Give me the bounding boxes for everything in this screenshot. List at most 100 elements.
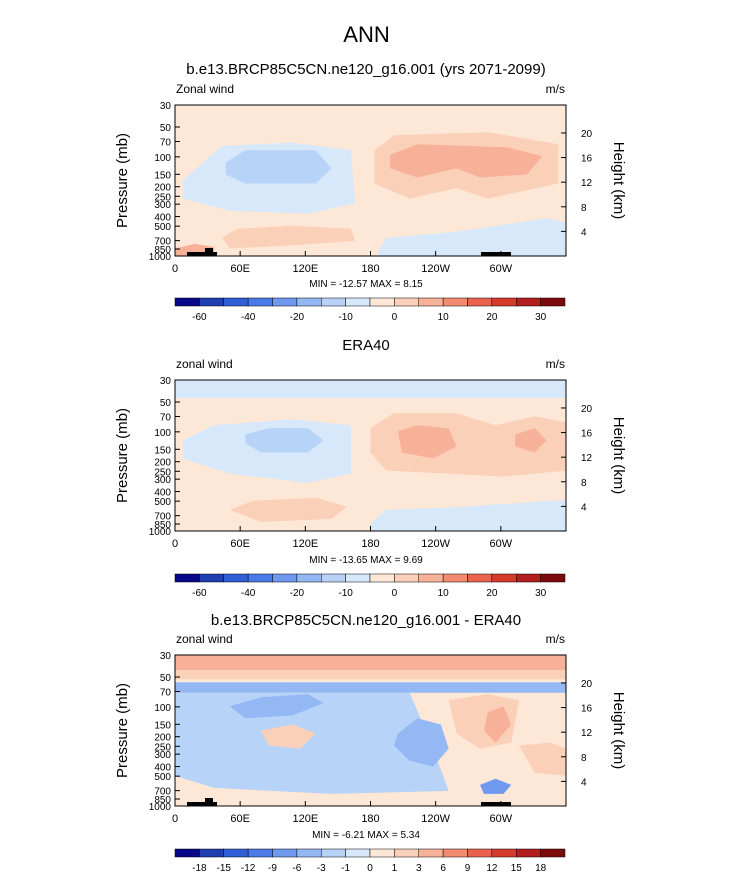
y-tick-label: 400 — [154, 488, 171, 499]
colorbar-label: -6 — [292, 863, 301, 872]
contour-region — [515, 428, 547, 453]
topography-mark — [481, 252, 511, 256]
panel-title: b.e13.BRCP85C5CN.ne120_g16.001 (yrs 2071… — [186, 61, 545, 78]
y-tick-label: 400 — [154, 763, 171, 774]
y-tick-label: 1000 — [149, 527, 172, 538]
y-tick-label: 850 — [154, 795, 171, 806]
colorbar-swatch — [540, 297, 566, 307]
y2-tick-label: 4 — [581, 227, 587, 238]
colorbar-label: -12 — [241, 863, 256, 872]
contour-region — [175, 655, 566, 671]
colorbar-swatch — [296, 297, 322, 307]
colorbar-label: -40 — [241, 312, 256, 323]
topography-mark — [205, 248, 213, 253]
units-label: m/s — [546, 632, 565, 646]
colorbar-label: -60 — [192, 588, 207, 599]
colorbar-swatch — [199, 297, 224, 307]
contour-region — [175, 670, 566, 680]
colorbar-swatch — [174, 848, 200, 858]
y-tick-label: 700 — [154, 237, 171, 248]
y-tick-label: 1000 — [149, 252, 172, 263]
colorbar-label: -9 — [268, 863, 277, 872]
y2-tick-label: 16 — [581, 429, 593, 440]
y-tick-label: 500 — [154, 222, 171, 233]
x-tick-label: 60W — [490, 538, 513, 550]
x-tick-label: 60W — [490, 263, 513, 275]
topography-mark — [187, 252, 217, 256]
x-tick-label: 60E — [230, 813, 250, 825]
y2-tick-label: 20 — [581, 679, 593, 690]
y-tick-label: 100 — [154, 428, 171, 439]
y2-tick-label: 4 — [581, 502, 587, 513]
colorbar-swatch — [394, 297, 419, 307]
colorbar-label: 20 — [486, 312, 498, 323]
colorbar-swatch — [223, 297, 249, 307]
x-tick-label: 0 — [172, 538, 178, 550]
x-tick-label: 0 — [172, 263, 178, 275]
colorbar-swatch — [296, 573, 322, 583]
colorbar-swatch — [247, 297, 273, 307]
units-label: m/s — [546, 357, 565, 371]
colorbar-swatch — [418, 573, 444, 583]
y-tick-label: 300 — [154, 750, 171, 761]
y-tick-label: 150 — [154, 445, 171, 456]
colorbar-swatch — [321, 573, 346, 583]
colorbar-swatch — [369, 848, 395, 858]
y2-axis-title: Height (km) — [610, 417, 627, 495]
y-tick-label: 700 — [154, 512, 171, 523]
colorbar-label: -20 — [290, 312, 305, 323]
colorbar-swatch — [394, 573, 419, 583]
topography-mark — [481, 802, 511, 806]
colorbar-label: -15 — [217, 863, 232, 872]
y-tick-label: 500 — [154, 772, 171, 783]
colorbar-swatch — [540, 573, 566, 583]
panel-title: ERA40 — [342, 337, 390, 354]
colorbar-swatch — [516, 297, 541, 307]
contour-region — [221, 225, 355, 249]
y2-tick-label: 4 — [581, 777, 587, 788]
colorbar-label: -3 — [317, 863, 326, 872]
colorbar-swatch — [394, 848, 419, 858]
colorbar-swatch — [223, 573, 249, 583]
colorbar-swatch — [321, 848, 346, 858]
y-tick-label: 50 — [160, 673, 172, 684]
y-tick-label: 100 — [154, 703, 171, 714]
y-tick-label: 250 — [154, 192, 171, 203]
colorbar-label: 10 — [438, 588, 450, 599]
colorbar-swatch — [369, 573, 395, 583]
contour-region — [261, 724, 316, 749]
y2-tick-label: 16 — [581, 154, 593, 165]
colorbar-swatch — [467, 573, 493, 583]
y-tick-label: 200 — [154, 733, 171, 744]
x-tick-label: 180 — [361, 538, 379, 550]
y-axis-title: Pressure (mb) — [114, 133, 131, 228]
colorbar-swatch — [442, 848, 468, 858]
x-tick-label: 180 — [361, 813, 379, 825]
y2-tick-label: 12 — [581, 728, 593, 739]
contour-region — [229, 497, 347, 522]
contour-region — [394, 718, 449, 767]
colorbar-swatch — [345, 848, 371, 858]
x-tick-label: 60E — [230, 538, 250, 550]
contour-region — [519, 742, 566, 776]
y-axis-title: Pressure (mb) — [114, 683, 131, 778]
contour-region — [390, 144, 543, 178]
contour-region — [229, 694, 324, 719]
x-tick-label: 120W — [421, 263, 450, 275]
colorbar-swatch — [272, 573, 298, 583]
colorbar-swatch — [272, 297, 298, 307]
colorbar-swatch — [223, 848, 249, 858]
y2-axis-title: Height (km) — [610, 692, 627, 770]
colorbar-label: -1 — [341, 863, 350, 872]
topography-mark — [205, 798, 213, 803]
y2-tick-label: 8 — [581, 753, 587, 764]
colorbar-swatch — [296, 848, 322, 858]
y2-tick-label: 16 — [581, 704, 593, 715]
y2-tick-label: 8 — [581, 203, 587, 214]
colorbar-swatch — [418, 297, 444, 307]
y-tick-label: 150 — [154, 720, 171, 731]
y-tick-label: 50 — [160, 123, 172, 134]
y-tick-label: 200 — [154, 458, 171, 469]
colorbar-swatch — [174, 573, 200, 583]
colorbar-label: 9 — [465, 863, 471, 872]
